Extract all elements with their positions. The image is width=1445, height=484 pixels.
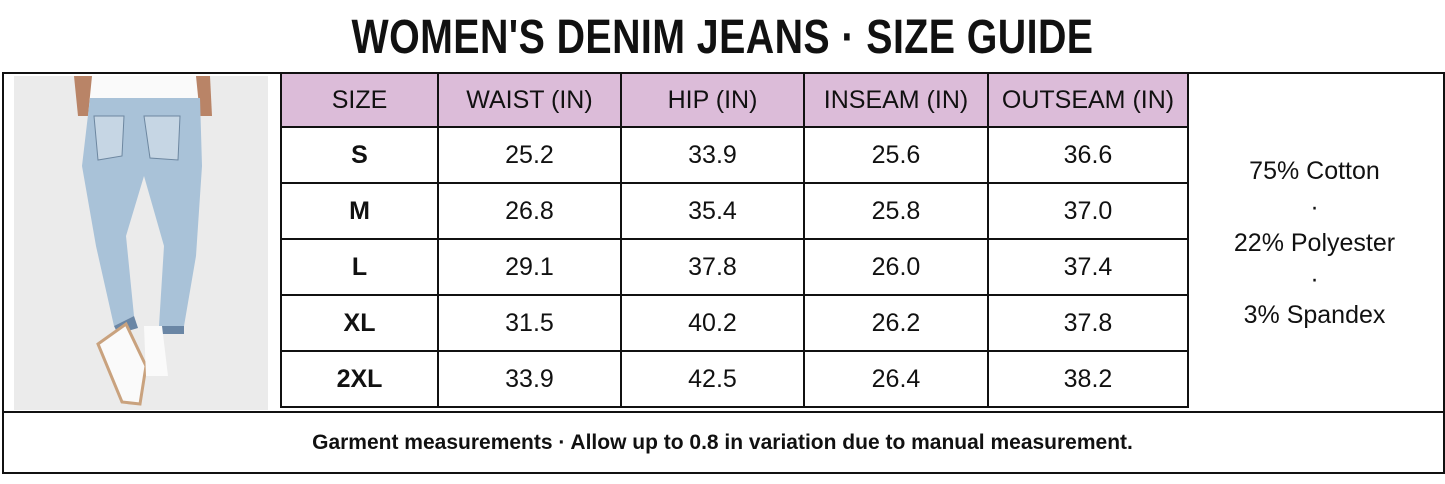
composition-item: 3% Spandex	[1243, 301, 1386, 329]
size-row: 2XL 33.9 42.5 26.4 38.2	[280, 350, 1189, 408]
footer-note: Garment measurements · Allow up to 0.8 i…	[312, 431, 1133, 454]
size-row: XL 31.5 40.2 26.2 37.8	[280, 294, 1189, 352]
size-row: M 26.8 35.4 25.8 37.0	[280, 182, 1189, 240]
size-row: S 25.2 33.9 25.6 36.6	[280, 126, 1189, 184]
measurement: 37.4	[987, 238, 1189, 296]
column-header: HIP (IN)	[620, 72, 805, 128]
measurement: 26.8	[437, 182, 622, 240]
measurement: 25.6	[803, 126, 989, 184]
size-label: 2XL	[280, 350, 439, 408]
measurement: 37.0	[987, 182, 1189, 240]
measurement: 26.0	[803, 238, 989, 296]
table-body: S 25.2 33.9 25.6 36.6 M 26.8 35.4 25.8 37.0 L 29.1 3…	[280, 126, 1189, 408]
measurement: 37.8	[620, 238, 805, 296]
title: WOMEN'S DENIM JEANS · SIZE GUIDE	[351, 11, 1094, 64]
size-row: L 29.1 37.8 26.0 37.4	[280, 238, 1189, 296]
size-label: L	[280, 238, 439, 296]
measurement: 42.5	[620, 350, 805, 408]
column-header: WAIST (IN)	[437, 72, 622, 128]
composition-item: 75% Cotton	[1249, 157, 1380, 185]
measurement: 26.4	[803, 350, 989, 408]
measurement: 35.4	[620, 182, 805, 240]
measurement: 33.9	[620, 126, 805, 184]
measurement: 36.6	[987, 126, 1189, 184]
measurement: 37.8	[987, 294, 1189, 352]
measurement: 33.9	[437, 350, 622, 408]
measurement: 31.5	[437, 294, 622, 352]
composition-item: ·	[1310, 265, 1319, 293]
measurement: 40.2	[620, 294, 805, 352]
product-photo	[14, 76, 268, 410]
header-row: SIZE WAIST (IN) HIP (IN) INSEAM (IN) OUTSEAM…	[280, 72, 1189, 128]
column-header: INSEAM (IN)	[803, 72, 989, 128]
size-label: XL	[280, 294, 439, 352]
column-header: OUTSEAM (IN)	[987, 72, 1189, 128]
measurement: 38.2	[987, 350, 1189, 408]
measurement: 25.8	[803, 182, 989, 240]
divider	[2, 411, 1445, 413]
composition: 75% Cotton · 22% Polyester · 3% Spandex	[1188, 74, 1441, 412]
measurement: 29.1	[437, 238, 622, 296]
measurement: 25.2	[437, 126, 622, 184]
measurement: 26.2	[803, 294, 989, 352]
size-label: S	[280, 126, 439, 184]
size-table: SIZE WAIST (IN) HIP (IN) INSEAM (IN) OUTSEAM…	[280, 72, 1189, 408]
size-label: M	[280, 182, 439, 240]
composition-item: 22% Polyester	[1233, 229, 1396, 257]
column-header: SIZE	[280, 72, 439, 128]
composition-item: ·	[1310, 193, 1319, 221]
